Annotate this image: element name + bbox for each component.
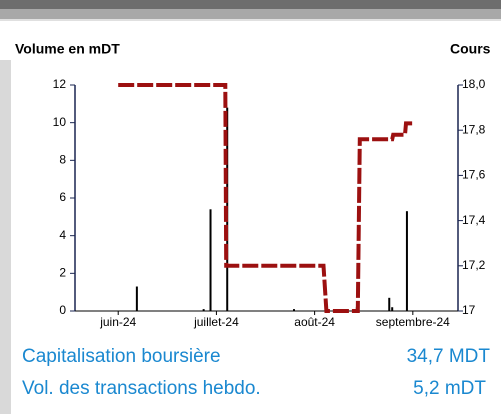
y2-tick-label: 17,2 [462,258,486,272]
price-line [118,83,413,313]
volume-bar [135,286,138,311]
y2-tick-label: 17 [462,303,476,317]
y2-tick-label: 17,4 [462,213,486,227]
metric-value: 5,2 mDT [413,378,486,399]
y-tick-label: 6 [59,190,66,204]
y-tick-label: 10 [53,115,67,129]
volume-bar [209,209,212,311]
metric-label: Vol. des transactions hebdo. [22,378,261,399]
y-axis-title: Volume en mDT [15,41,120,57]
metric-label: Capitalisation boursière [22,346,221,367]
x-tick-label: juin-24 [99,315,136,329]
volume-bar [391,307,394,311]
y-tick-label: 12 [53,77,67,91]
header-strip [0,9,501,19]
metric-value: 34,7 MDT [407,346,491,367]
y-tick-label: 0 [59,303,66,317]
y2-tick-label: 18,0 [462,77,486,91]
volume-bar [292,309,295,311]
x-tick-label: août-24 [294,315,335,329]
volume-bar [202,309,205,311]
y2-axis-title: Cours [450,41,491,57]
header-border [0,19,501,21]
y2-tick-label: 17,6 [462,168,486,182]
x-tick-label: septembre-24 [376,315,450,329]
side-strip [0,60,11,414]
y-tick-label: 2 [59,266,66,280]
y-tick-label: 8 [59,153,66,167]
x-tick-label: juillet-24 [193,315,239,329]
y-tick-label: 4 [59,228,66,242]
y2-tick-label: 17,8 [462,122,486,136]
volume-bar [405,211,408,311]
header-bar [0,0,501,9]
volume-bar [388,297,391,311]
